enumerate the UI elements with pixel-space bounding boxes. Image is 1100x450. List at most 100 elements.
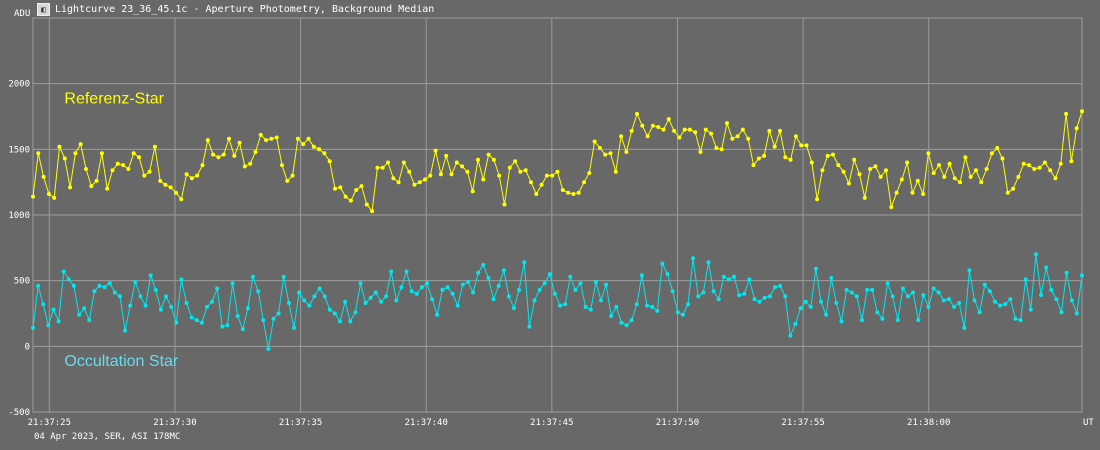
data-point: [696, 294, 701, 299]
data-point: [634, 302, 639, 307]
y-tick-labels: -500 0 500 1000 1500 2000: [8, 80, 30, 418]
data-point: [957, 301, 962, 305]
data-point: [573, 287, 578, 292]
data-point: [947, 297, 951, 302]
data-point: [820, 168, 825, 173]
data-point: [656, 125, 661, 129]
data-point: [778, 128, 782, 133]
data-point: [931, 286, 936, 291]
data-point: [476, 157, 480, 162]
data-point: [363, 301, 368, 305]
data-point: [962, 325, 967, 330]
data-point: [599, 298, 603, 303]
data-point: [143, 303, 148, 308]
data-point: [693, 130, 698, 135]
data-point: [1074, 126, 1079, 131]
data-point: [788, 333, 793, 338]
data-point: [740, 127, 745, 132]
data-point: [66, 277, 71, 282]
data-point: [968, 174, 973, 179]
y-tick-label: 2000: [8, 80, 30, 90]
data-point: [31, 194, 35, 199]
data-point: [1080, 109, 1084, 114]
data-point: [931, 171, 936, 175]
data-point: [680, 312, 685, 317]
data-point: [967, 268, 972, 273]
data-point: [613, 169, 618, 174]
data-point: [354, 188, 359, 192]
y-tick-label: 1000: [8, 211, 30, 221]
data-point: [937, 163, 941, 168]
data-point: [62, 156, 67, 161]
data-point: [1042, 160, 1047, 165]
data-point: [860, 318, 864, 323]
data-point: [995, 146, 1000, 150]
data-point: [608, 151, 613, 156]
data-point: [269, 136, 274, 141]
data-point: [449, 172, 454, 177]
data-point: [666, 117, 671, 122]
plot-grid: [32, 17, 1083, 413]
data-point: [142, 173, 147, 178]
data-point: [195, 173, 200, 178]
data-point: [274, 135, 279, 140]
data-point: [211, 152, 216, 157]
data-point: [1005, 190, 1010, 195]
data-point: [391, 176, 396, 181]
data-point: [131, 151, 136, 156]
data-point: [87, 318, 92, 323]
data-point: [1027, 163, 1031, 168]
data-point: [465, 169, 470, 174]
data-point: [757, 299, 762, 304]
data-point: [603, 152, 608, 157]
data-point: [1048, 168, 1053, 173]
data-point: [36, 151, 41, 156]
data-point: [650, 304, 655, 309]
data-point: [841, 169, 846, 174]
data-point: [593, 280, 598, 284]
data-point: [732, 274, 736, 279]
data-point: [737, 293, 742, 298]
y-tick-label: 500: [14, 277, 30, 287]
window-title: Lightcurve 23_36_45.1c - Aperture Photom…: [55, 3, 435, 15]
data-point: [1008, 297, 1013, 302]
data-point: [110, 168, 115, 173]
data-point: [311, 144, 316, 149]
data-point: [251, 274, 255, 279]
data-point: [375, 165, 380, 170]
footer-info: 04 Apr 2023, SER, ASI 178MC: [34, 432, 181, 442]
data-point: [179, 197, 184, 202]
data-point: [121, 163, 126, 168]
data-point: [762, 153, 767, 158]
data-point: [414, 291, 419, 296]
data-point: [783, 155, 788, 160]
data-point: [264, 138, 269, 143]
data-point: [502, 202, 507, 207]
data-point: [862, 195, 867, 200]
data-point: [205, 138, 210, 143]
data-point: [751, 163, 756, 168]
data-point: [97, 283, 102, 288]
data-point: [306, 136, 311, 141]
data-point: [532, 298, 537, 303]
data-point: [958, 180, 963, 185]
data-point: [386, 160, 390, 165]
data-point: [566, 190, 571, 195]
data-point: [271, 316, 276, 321]
data-point: [301, 142, 306, 147]
data-point: [237, 140, 242, 145]
data-point: [865, 287, 870, 292]
data-point: [261, 318, 266, 323]
data-point: [454, 160, 459, 165]
data-point: [152, 144, 157, 149]
data-point: [1032, 167, 1037, 171]
axis-labels: ADU UT: [14, 9, 1094, 428]
data-point: [358, 281, 363, 286]
data-point: [878, 174, 883, 179]
x-tick-label: 21:37:35: [279, 418, 322, 428]
data-point: [911, 290, 916, 295]
data-point: [772, 144, 777, 149]
data-point: [174, 320, 179, 325]
data-point: [1044, 265, 1049, 270]
data-point: [1011, 186, 1016, 191]
